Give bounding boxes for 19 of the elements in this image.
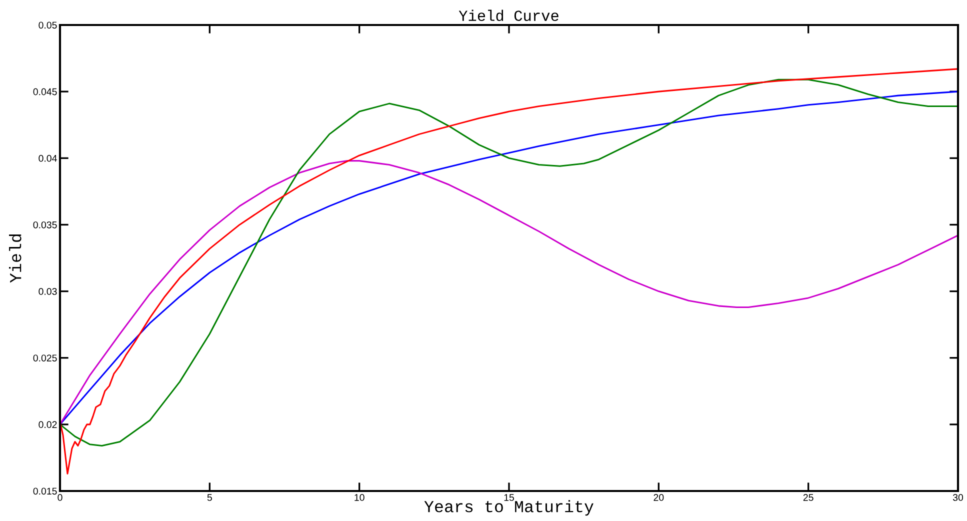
y-tick-label: 0.03 [38, 288, 57, 295]
y-tick-label: 0.04 [38, 154, 57, 162]
x-tick-label: 5 [207, 494, 212, 501]
x-axis-title: Years to Maturity [424, 500, 594, 516]
y-tick-label: 0.05 [38, 22, 57, 29]
x-tick-label: 10 [354, 494, 364, 501]
y-tick-label: 0.045 [33, 88, 57, 96]
y-tick-label: 0.035 [33, 221, 57, 228]
y-tick-label: 0.025 [33, 354, 57, 362]
line-series [60, 160, 958, 426]
chart-title: Yield Curve [458, 10, 558, 22]
x-tick-label: 30 [952, 494, 964, 501]
y-tick-label: 0.015 [33, 488, 57, 495]
x-tick-label: 15 [504, 494, 514, 501]
x-tick-label: 0 [58, 494, 62, 501]
y-tick-label: 0.02 [38, 421, 57, 428]
x-tick-label: 20 [654, 494, 664, 501]
y-axis-title: Yield [9, 234, 22, 283]
x-tick-label: 25 [803, 494, 814, 501]
